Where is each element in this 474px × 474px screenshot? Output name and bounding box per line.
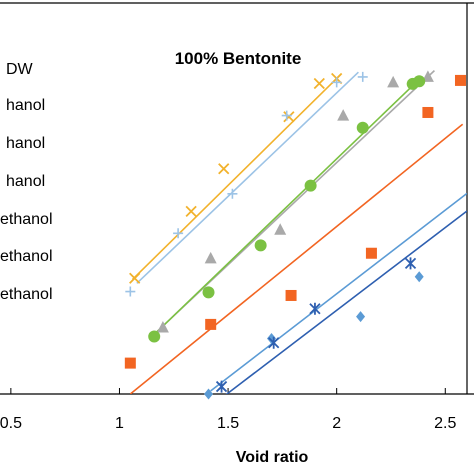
data-point-series-6 xyxy=(414,271,424,283)
x-axis-title: Void ratio xyxy=(236,449,309,466)
data-point-series-3 xyxy=(274,223,287,235)
data-point-series-7 xyxy=(215,380,228,393)
x-axis-ticks: 0.5 1 1.5 2 2.5 xyxy=(0,388,456,432)
x-tick-label: 0.5 xyxy=(0,415,22,432)
data-point-series-2 xyxy=(227,188,238,199)
data-point-series-6 xyxy=(356,311,366,323)
x-tick-label: 1.5 xyxy=(217,415,239,432)
legend-label: hanol xyxy=(6,173,45,190)
chart-title: 100% Bentonite xyxy=(175,49,302,68)
data-point-series-3 xyxy=(421,70,434,82)
fit-line-series-1 xyxy=(131,73,342,281)
data-point-series-3 xyxy=(156,321,169,333)
data-point-series-2 xyxy=(331,77,342,88)
data-point-series-3 xyxy=(337,109,350,121)
data-point-series-5 xyxy=(454,74,466,86)
data-point-series-3 xyxy=(204,251,217,264)
data-point-series-5 xyxy=(124,357,136,369)
legend: DW hanol hanol hanol ethanol ethanol eth… xyxy=(0,61,53,303)
fit-line-series-5 xyxy=(129,123,464,394)
data-point-series-5 xyxy=(365,247,377,259)
data-point-series-1 xyxy=(283,111,295,123)
legend-label: DW xyxy=(6,61,34,78)
data-point-series-4 xyxy=(413,75,426,88)
data-point-series-7 xyxy=(268,336,280,349)
x-tick-label: 1 xyxy=(115,415,124,432)
data-point-series-7 xyxy=(404,257,417,270)
data-point-series-5 xyxy=(205,318,217,330)
fit-line-series-4 xyxy=(151,76,422,338)
data-point-series-6 xyxy=(204,388,214,400)
legend-label: ethanol xyxy=(0,286,53,303)
data-points xyxy=(124,70,466,400)
data-point-series-2 xyxy=(173,228,184,239)
data-point-series-4 xyxy=(148,330,161,343)
data-point-series-1 xyxy=(185,205,197,218)
fit-lines xyxy=(129,70,467,394)
x-tick-label: 2 xyxy=(332,415,341,432)
data-point-series-5 xyxy=(422,106,434,118)
fit-line-series-7 xyxy=(225,210,467,394)
data-point-series-1 xyxy=(313,77,325,90)
legend-label: hanol xyxy=(6,135,45,152)
data-point-series-1 xyxy=(129,272,141,284)
data-point-series-2 xyxy=(125,286,136,297)
data-point-series-4 xyxy=(304,179,317,192)
data-point-series-5 xyxy=(285,289,297,301)
data-point-series-1 xyxy=(218,163,230,175)
x-tick-label: 2.5 xyxy=(434,415,456,432)
data-point-series-2 xyxy=(357,71,368,82)
legend-label: ethanol xyxy=(0,248,53,265)
data-point-series-4 xyxy=(202,286,215,299)
legend-label: ethanol xyxy=(0,211,53,228)
data-point-series-7 xyxy=(309,302,321,315)
data-point-series-4 xyxy=(254,239,267,252)
data-point-series-4 xyxy=(356,121,369,134)
fit-line-series-2 xyxy=(136,71,359,284)
fit-line-series-6 xyxy=(210,192,467,392)
legend-label: hanol xyxy=(6,97,45,114)
data-point-series-2 xyxy=(281,110,292,121)
data-point-series-3 xyxy=(387,75,400,88)
